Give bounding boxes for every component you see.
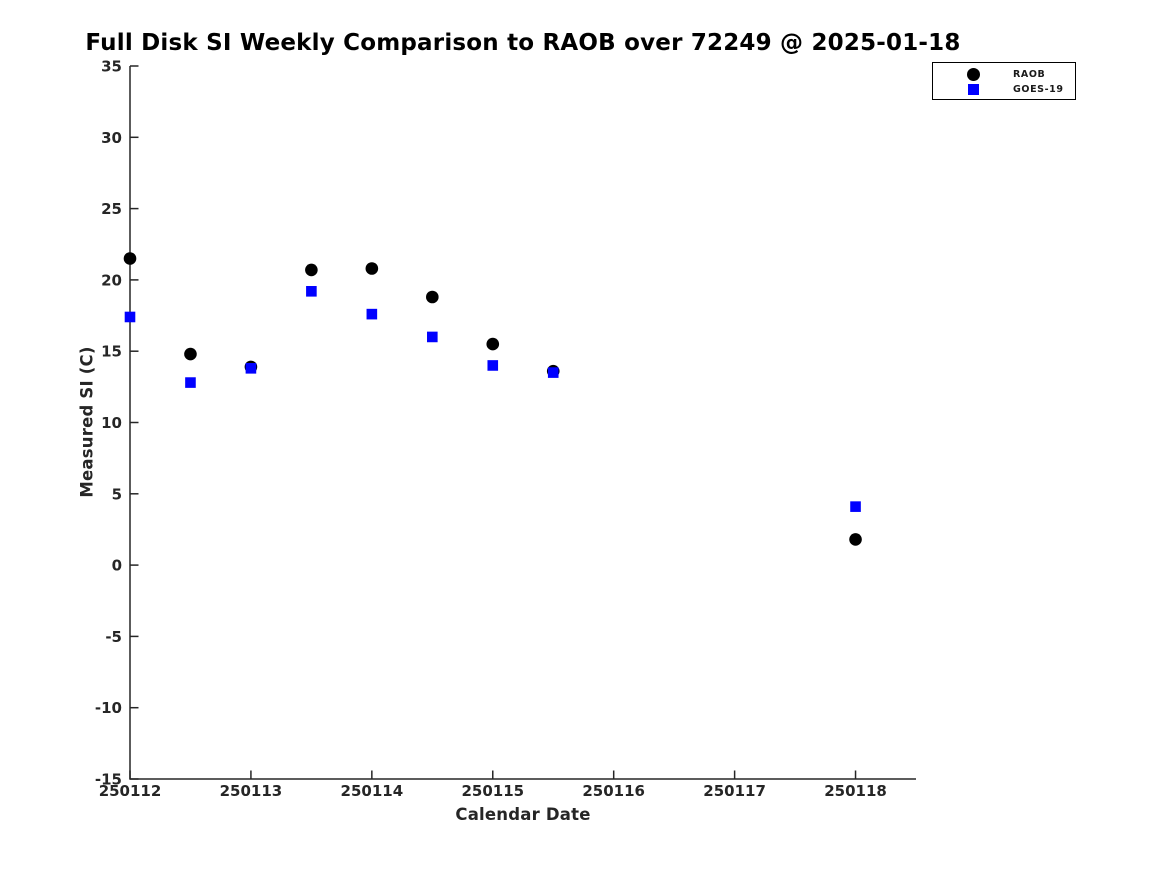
- data-point-goes-19: [547, 367, 559, 378]
- legend: RAOB GOES-19: [932, 62, 1076, 100]
- data-point-goes-19: [487, 360, 499, 371]
- data-point-raob: [486, 337, 500, 351]
- data-point-goes-19: [366, 308, 378, 320]
- y-tick-label: -15: [95, 771, 122, 789]
- data-point-goes-19: [124, 311, 136, 323]
- chart-title: Full Disk SI Weekly Comparison to RAOB o…: [85, 30, 961, 56]
- legend-label-goes19: GOES-19: [1013, 84, 1064, 95]
- data-point-goes-19: [306, 286, 317, 297]
- data-point-goes-19: [850, 501, 861, 512]
- x-tick-label: 250118: [824, 782, 887, 800]
- x-tick-label: 250117: [703, 782, 766, 800]
- data-point-goes-19: [427, 331, 438, 343]
- y-tick-label: -10: [95, 699, 122, 717]
- y-tick-label: -5: [105, 628, 122, 646]
- legend-item-goes19: GOES-19: [933, 82, 1075, 97]
- axes: [129, 66, 916, 780]
- series-raob: [123, 252, 862, 546]
- x-tick-label: 250112: [99, 782, 162, 800]
- data-point-goes-19: [245, 363, 257, 374]
- goes19-square-marker-icon: [967, 84, 979, 95]
- legend-label-raob: RAOB: [1013, 69, 1046, 80]
- x-tick-label: 250115: [461, 782, 524, 800]
- x-axis-label: Calendar Date: [455, 805, 591, 824]
- y-tick-label: 10: [101, 414, 122, 432]
- data-point-goes-19: [185, 377, 196, 388]
- data-point-raob: [184, 347, 197, 361]
- data-point-raob: [123, 252, 137, 265]
- data-point-raob: [426, 290, 439, 304]
- axis-spines: [129, 66, 916, 780]
- data-point-raob: [365, 262, 379, 275]
- y-tick-label: 15: [101, 343, 122, 361]
- legend-item-raob: RAOB: [933, 67, 1075, 82]
- data-point-raob: [305, 263, 318, 277]
- series-goes19: [124, 286, 861, 512]
- data-point-raob: [849, 533, 862, 546]
- y-tick-label: 25: [101, 200, 122, 218]
- y-axis-label: Measured SI (C): [77, 346, 97, 498]
- y-axis-ticks: -15 -10 -5 0 5 10 15 20 25 30 35: [95, 58, 139, 789]
- y-tick-label: 20: [101, 271, 122, 289]
- x-tick-label: 250113: [220, 782, 283, 800]
- y-tick-label: 0: [112, 557, 122, 575]
- y-tick-label: 5: [112, 485, 122, 503]
- raob-circle-marker-icon: [966, 68, 980, 81]
- x-tick-label: 250116: [582, 782, 645, 800]
- y-tick-label: 30: [101, 129, 122, 147]
- x-tick-label: 250114: [341, 782, 404, 800]
- y-tick-label: 35: [101, 58, 122, 76]
- x-axis-ticks: 250112 250113 250114 250115 250116 250117 2501…: [99, 770, 887, 800]
